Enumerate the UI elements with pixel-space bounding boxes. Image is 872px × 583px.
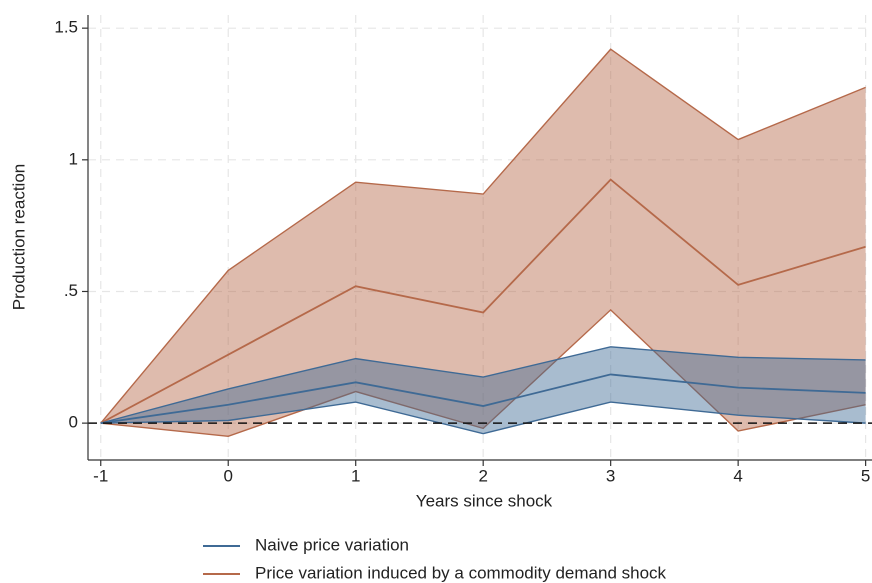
confidence-band [100, 346, 866, 434]
x-tick-label: 3 [606, 466, 615, 485]
y-axis-label: Production reaction [9, 164, 28, 310]
band-edge [100, 346, 866, 424]
x-tick-label: 2 [478, 466, 487, 485]
legend-label: Naive price variation [255, 535, 409, 554]
legend-label: Price variation induced by a commodity d… [255, 563, 667, 582]
y-tick-label: 1.5 [54, 18, 78, 37]
band-edge [100, 308, 866, 438]
y-tick-label: 1 [69, 149, 78, 168]
x-tick-label: -1 [93, 466, 108, 485]
band-edge [100, 48, 866, 424]
series-line [100, 373, 866, 425]
series-line [100, 178, 866, 424]
x-tick-label: 5 [861, 466, 870, 485]
x-tick-label: 0 [223, 466, 232, 485]
x-tick-label: 4 [733, 466, 742, 485]
confidence-band [100, 49, 866, 437]
x-axis-label: Years since shock [416, 491, 553, 510]
x-tick-label: 1 [351, 466, 360, 485]
y-tick-label: 0 [69, 413, 78, 432]
band-edge [100, 401, 866, 435]
y-tick-label: .5 [64, 281, 78, 300]
